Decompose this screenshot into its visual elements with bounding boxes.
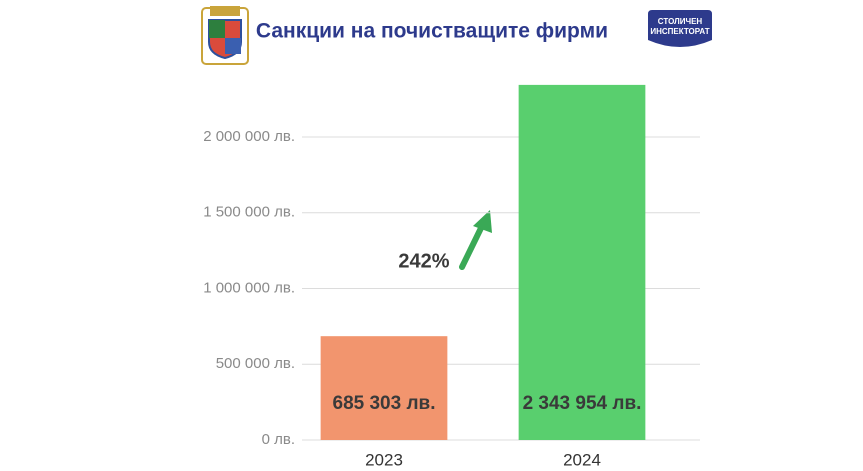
y-tick-label: 1 000 000 лв.	[203, 279, 295, 296]
x-tick-label: 2024	[563, 450, 601, 469]
value-label: 2 343 954 лв.	[523, 393, 642, 414]
bar	[320, 336, 448, 440]
value-label: 685 303 лв.	[333, 393, 436, 414]
badge-line: СТОЛИЧЕН	[658, 17, 703, 26]
growth-arrow	[459, 210, 492, 270]
x-tick-label: 2023	[365, 450, 403, 469]
bar	[518, 84, 646, 441]
growth-annotation: 242%	[398, 250, 449, 272]
coat-of-arms	[201, 6, 249, 65]
inspectorate-badge: СТОЛИЧЕН ИНСПЕКТОРАТ	[648, 10, 712, 47]
y-tick-label: 2 000 000 лв.	[203, 128, 295, 145]
chart-title: Санкции на почистващите фирми	[256, 20, 608, 43]
y-tick-label: 500 000 лв.	[216, 355, 295, 372]
badge-line: ИНСПЕКТОРАТ	[650, 27, 709, 36]
y-tick-label: 0 лв.	[262, 431, 295, 448]
y-tick-label: 1 500 000 лв.	[203, 204, 295, 221]
